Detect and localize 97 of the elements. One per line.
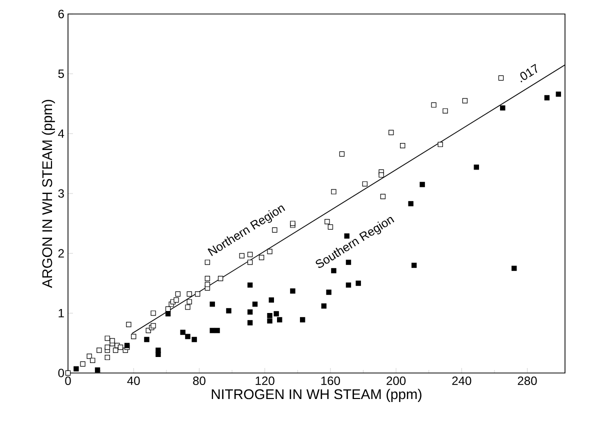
point (420, 182, 425, 188)
y-tick-label: 4 (58, 130, 64, 138)
point (267, 318, 272, 324)
point (388, 130, 394, 136)
point (331, 268, 336, 274)
point (512, 266, 517, 271)
point (276, 317, 282, 322)
point (180, 330, 186, 335)
point (218, 276, 224, 282)
point (86, 354, 92, 359)
x-tick-label: 280 (518, 376, 537, 386)
point (274, 311, 279, 316)
point (474, 164, 480, 170)
point (186, 291, 192, 297)
point (118, 344, 124, 350)
point (104, 354, 110, 360)
point (186, 299, 192, 304)
point (346, 282, 352, 288)
point (74, 366, 79, 372)
point (104, 336, 110, 341)
point (131, 334, 136, 340)
x-tick-label: 80 (193, 376, 206, 386)
point (400, 143, 406, 148)
point (112, 348, 118, 353)
point (258, 254, 264, 260)
point (290, 288, 296, 294)
x-tick-label: 40 (127, 376, 140, 386)
point (144, 336, 150, 342)
x-axis-title: NITROGEN IN WH STEAM (ppm) (212, 388, 422, 402)
point (462, 98, 468, 104)
point (252, 302, 258, 307)
point (156, 348, 161, 353)
point (378, 172, 384, 178)
point (247, 260, 253, 265)
y-tick-label: 5 (58, 70, 64, 78)
y-tick-label: 2 (58, 249, 64, 258)
point (362, 181, 368, 187)
x-tick-label: 200 (386, 376, 406, 386)
point (556, 92, 562, 97)
point (210, 328, 215, 334)
point (331, 189, 336, 194)
point (544, 95, 550, 100)
point (65, 370, 71, 376)
point (328, 224, 334, 230)
point (90, 358, 96, 364)
point (94, 367, 100, 373)
point (194, 291, 200, 297)
point (185, 304, 190, 310)
point (80, 361, 86, 367)
x-tick-label: 240 (452, 376, 472, 386)
point (204, 276, 210, 282)
y-tick-label: 3 (58, 189, 64, 198)
point (267, 248, 272, 254)
point (324, 219, 330, 224)
point (356, 280, 361, 286)
point (96, 348, 102, 353)
point (156, 352, 161, 358)
point (204, 282, 210, 288)
point (344, 233, 350, 239)
point (214, 328, 220, 334)
point (411, 262, 417, 268)
point (321, 303, 326, 309)
point (226, 308, 232, 314)
point (500, 105, 506, 111)
point (247, 309, 253, 315)
point (431, 102, 436, 108)
x-tick-label: 0 (65, 376, 71, 386)
point (442, 108, 448, 114)
point (175, 291, 180, 297)
point (247, 282, 253, 288)
point (326, 290, 332, 295)
y-tick-label: 6 (58, 10, 64, 18)
y-tick-label: 0 (58, 368, 64, 378)
point (438, 142, 443, 148)
y-tick-label: 1 (58, 309, 64, 318)
annotation: .017 (520, 64, 538, 82)
point (192, 336, 197, 342)
point (268, 297, 274, 303)
point (267, 312, 272, 318)
point (165, 311, 171, 316)
point (150, 310, 156, 316)
x-tick-label: 160 (321, 376, 340, 386)
point (104, 344, 110, 350)
point (204, 260, 210, 265)
point (174, 297, 179, 303)
point (408, 201, 414, 206)
point (210, 302, 215, 307)
point (498, 75, 504, 81)
point (380, 194, 386, 200)
point (185, 334, 190, 340)
point (126, 322, 132, 328)
point (110, 338, 115, 344)
x-tick-label: 120 (256, 376, 274, 386)
point (247, 320, 253, 326)
point (339, 151, 345, 157)
point (300, 317, 306, 322)
y-axis-title: ARGON IN WH STEAM (ppm) (42, 100, 55, 288)
